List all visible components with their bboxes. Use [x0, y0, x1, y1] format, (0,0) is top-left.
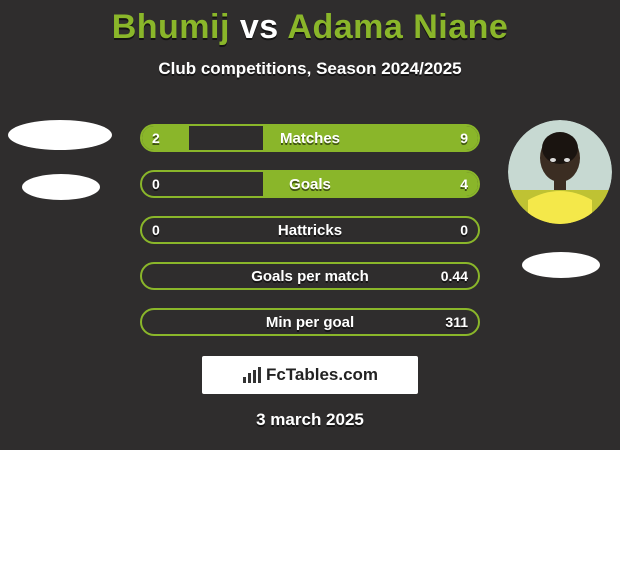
avatar-left — [8, 120, 112, 200]
stat-row: Min per goal 311 — [140, 308, 480, 336]
avatar-right — [508, 120, 612, 278]
player-a-name: Bhumij — [112, 8, 230, 46]
comparison-card: Bhumij vs Adama Niane Club competitions,… — [0, 0, 620, 450]
stat-value-left: 0 — [142, 218, 170, 242]
stat-value-right: 4 — [450, 172, 478, 196]
avatar-left-photo — [8, 120, 112, 150]
stat-row: Goals per match 0.44 — [140, 262, 480, 290]
stat-row: 2 Matches 9 — [140, 124, 480, 152]
stat-value-right: 9 — [450, 126, 478, 150]
brand-text: FcTables.com — [266, 365, 378, 385]
stats-container: 2 Matches 9 0 Goals 4 0 Hattricks 0 Goals per mat… — [140, 124, 480, 354]
stat-value-left: 0 — [142, 172, 170, 196]
stat-value-left — [142, 264, 162, 288]
brand-badge[interactable]: FcTables.com — [202, 356, 418, 394]
player-b-name: Adama Niane — [287, 8, 508, 46]
stat-label: Hattricks — [278, 222, 342, 239]
vs-label: vs — [240, 8, 279, 46]
stat-label: Matches — [280, 130, 340, 147]
stat-value-right: 0 — [450, 218, 478, 242]
stat-row: 0 Goals 4 — [140, 170, 480, 198]
subtitle: Club competitions, Season 2024/2025 — [0, 59, 620, 79]
player-photo-icon — [508, 120, 612, 224]
stat-value-left — [142, 310, 162, 334]
stat-value-right: 0.44 — [431, 264, 478, 288]
stat-value-right: 311 — [435, 310, 478, 334]
chart-bars-icon — [242, 367, 262, 383]
stat-value-left: 2 — [142, 126, 170, 150]
stat-label: Goals per match — [251, 268, 369, 285]
date-label: 3 march 2025 — [0, 410, 620, 430]
stat-row: 0 Hattricks 0 — [140, 216, 480, 244]
avatar-right-photo — [508, 120, 612, 224]
white-area — [0, 450, 620, 580]
stat-label: Min per goal — [266, 314, 354, 331]
stat-label: Goals — [289, 176, 331, 193]
avatar-left-flag — [22, 174, 100, 200]
page-title: Bhumij vs Adama Niane — [0, 8, 620, 47]
avatar-right-flag — [522, 252, 600, 278]
